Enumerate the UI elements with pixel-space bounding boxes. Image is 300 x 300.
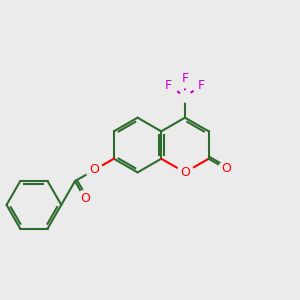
Text: O: O xyxy=(180,166,190,179)
Text: F: F xyxy=(165,80,172,92)
Text: F: F xyxy=(198,80,205,92)
Text: O: O xyxy=(80,192,90,205)
Text: O: O xyxy=(221,163,231,176)
Text: O: O xyxy=(89,164,99,176)
Text: F: F xyxy=(182,72,188,85)
